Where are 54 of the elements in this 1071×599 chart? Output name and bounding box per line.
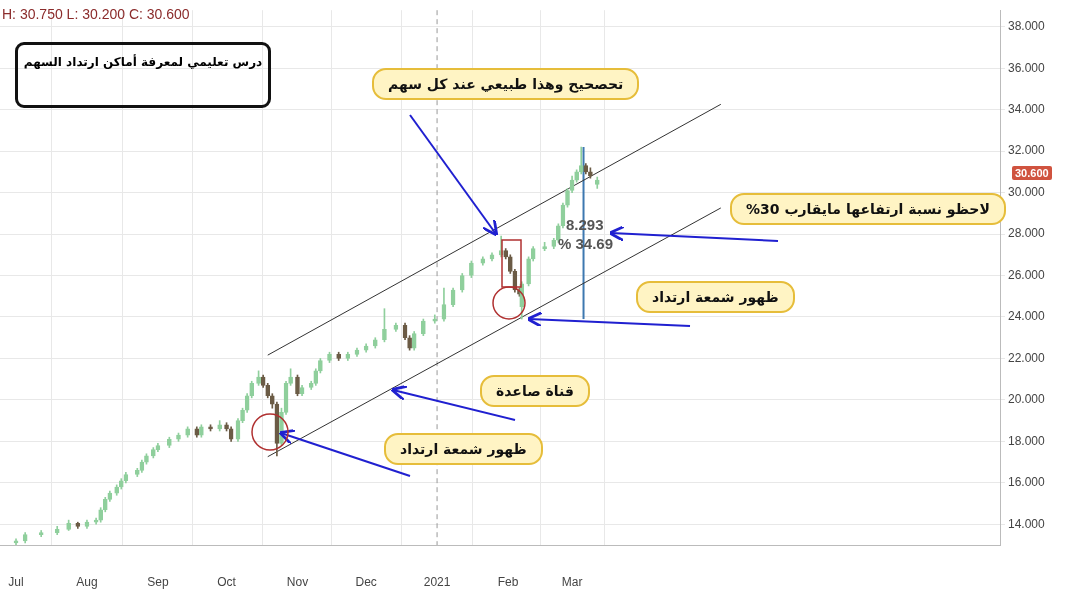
candlestick [382, 308, 387, 343]
candlestick [256, 370, 261, 386]
y-tick-label: 20.000 [1008, 392, 1046, 407]
x-tick-label: 2021 [423, 574, 451, 589]
candlestick [240, 407, 245, 424]
candlestick [574, 169, 579, 183]
candlestick [176, 432, 181, 442]
y-tick-label: 36.000 [1008, 60, 1046, 75]
y-tick-label: 32.000 [1008, 143, 1046, 158]
candlestick [217, 420, 223, 432]
annotation: لاحظو نسبة ارتفاعها مايقارب 30% [730, 193, 1006, 225]
y-tick-label: 24.000 [1008, 309, 1046, 324]
candlestick [542, 242, 547, 251]
text: درس تعليمي لمعرفة أماكن ارتداد السهم [15, 42, 271, 108]
candlestick [295, 374, 300, 397]
y-tick-label: 14.000 [1008, 516, 1046, 531]
y-tick-label: 16.000 [1008, 475, 1046, 490]
candlestick [167, 436, 172, 448]
candlestick [185, 426, 190, 438]
x-tick-label: Aug [76, 574, 98, 589]
y-tick-label: 38.000 [1008, 19, 1046, 34]
x-tick-label: Mar [561, 574, 583, 589]
x-tick-label: Jul [8, 574, 24, 589]
y-tick-label: 30.000 [1008, 184, 1046, 199]
y-tick-label: 18.000 [1008, 433, 1046, 448]
candlestick [421, 318, 426, 336]
y-tick-label: 28.000 [1008, 226, 1046, 241]
candlestick [327, 351, 332, 363]
annotation: ظهور شمعة ارتداد [384, 433, 543, 465]
text: 30.600 [1012, 166, 1052, 180]
candlestick [288, 368, 293, 386]
annotation: H: 30.750 L: 30.200 C: 30.600 [2, 6, 190, 22]
candlestick [199, 424, 204, 438]
candlestick [336, 351, 341, 361]
annotation: تحصحيح وهذا طبيعي عند كل سهم [372, 68, 640, 100]
x-tick-label: Oct [217, 574, 237, 589]
candlestick [469, 260, 474, 278]
candlestick [144, 453, 149, 465]
annotation: ظهور شمعة ارتداد [636, 281, 795, 313]
y-tick-label: 26.000 [1008, 267, 1046, 282]
candlestick [407, 335, 412, 351]
y-tick-label: 34.000 [1008, 102, 1046, 117]
candlestick [526, 256, 531, 287]
x-tick-label: Sep [147, 574, 169, 589]
candlestick [565, 188, 570, 208]
x-tick-label: Nov [286, 574, 309, 589]
y-tick-label: 22.000 [1008, 350, 1046, 365]
candlestick [150, 447, 156, 459]
annotation: قناة صاعدة [480, 375, 590, 407]
candlestick [224, 422, 229, 432]
candlestick [318, 358, 323, 374]
candlestick [66, 519, 71, 531]
x-tick-label: Dec [355, 574, 377, 589]
x-tick-label: Feb [497, 574, 519, 589]
